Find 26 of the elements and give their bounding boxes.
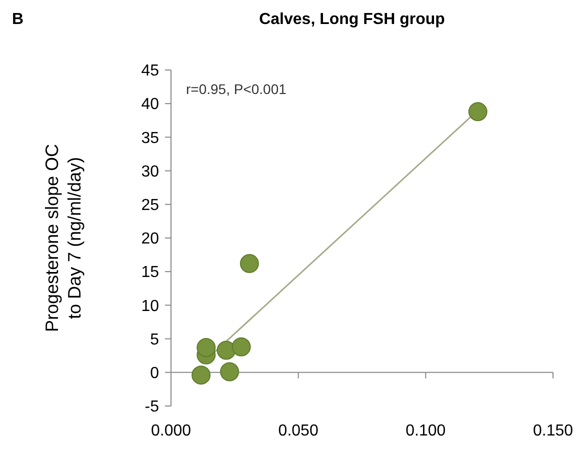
y-tick-label: 0 (150, 365, 160, 382)
y-tick-label: 40 (141, 96, 160, 114)
x-tick-label: 0.150 (532, 422, 574, 440)
y-tick-label: -5 (144, 398, 160, 416)
text: B (12, 11, 24, 28)
point (192, 366, 211, 385)
y-tick-label: 25 (141, 197, 160, 214)
y-tick-label: 20 (141, 230, 160, 248)
point (232, 337, 251, 356)
y-tick-label: 10 (141, 298, 160, 315)
x-tick-label: 0.050 (278, 422, 318, 440)
y-tick-label: 5 (150, 331, 160, 348)
point (240, 254, 259, 274)
y-tick-label: 35 (141, 130, 160, 147)
point (196, 338, 216, 358)
y-tick-label: 30 (141, 163, 160, 180)
y-tick-label: 45 (141, 62, 160, 80)
annotation: r=0.95, P<0.001 (186, 81, 287, 97)
point (220, 362, 240, 382)
x-tick-label: 0.100 (406, 422, 446, 440)
point (216, 340, 236, 360)
x-tick-label: 0.000 (150, 422, 192, 440)
y-tick-label: 15 (141, 264, 160, 282)
chart-title: Calves, Long FSH group (259, 11, 446, 28)
y-axis-title: Progesterone slope OC to Day 7 (ng/ml/day) (42, 144, 85, 332)
point (468, 102, 488, 122)
